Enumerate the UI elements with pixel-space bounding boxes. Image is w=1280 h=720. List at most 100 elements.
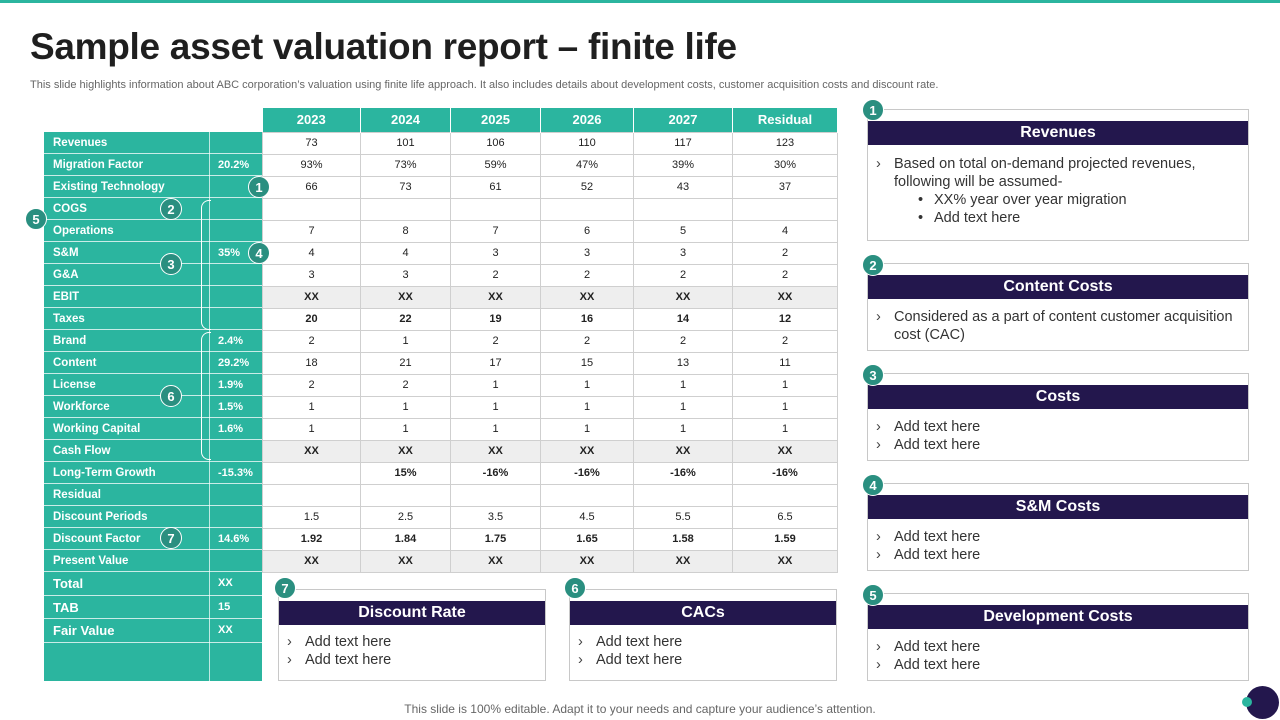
chevron-right-icon: › (578, 652, 583, 668)
card-text: Add text here (894, 547, 981, 563)
row-label-text: Long-Term Growth (53, 467, 156, 479)
table-cell: 101 (360, 131, 451, 155)
table-cell: 11 (732, 351, 838, 375)
row-percent: 1.5% (218, 401, 244, 413)
row-percent: 35% (218, 247, 241, 259)
table-cell: 106 (450, 131, 541, 155)
table-cell: 20 (262, 307, 361, 331)
card-sm-costs: S&M Costs › Add text here › Add text here (867, 483, 1249, 571)
table-cell: 4.5 (540, 505, 634, 529)
table-cell: 18 (262, 351, 361, 375)
table-cell: 1 (732, 395, 838, 419)
table-cell: XX (633, 285, 733, 309)
card-text: Considered as a part of content customer… (894, 309, 1233, 343)
table-cell: 6.5 (732, 505, 838, 529)
table-cell: XX (540, 549, 634, 573)
summary-label: Total (53, 576, 84, 591)
table-header-row: 2023 2024 2025 2026 2027 Residual (262, 108, 838, 132)
summary-value: 15 (218, 600, 231, 613)
table-cell: 1 (633, 395, 733, 419)
table-cell: 7 (262, 219, 361, 243)
table-cell: 66 (262, 175, 361, 199)
badge-card-6: 6 (564, 577, 586, 599)
chevron-right-icon: › (578, 634, 583, 650)
table-cell: XX (732, 439, 838, 463)
summary-value: XX (218, 624, 233, 636)
summary-row: Total XX (44, 572, 262, 596)
table-cell: 2 (262, 373, 361, 397)
table-cell: 1.5 (262, 505, 361, 529)
row-label-text: Discount Factor (53, 533, 141, 545)
row-label: Migration Factor 20.2% (44, 154, 262, 176)
table-cell: 2 (633, 263, 733, 287)
table-cell: 1 (732, 417, 838, 441)
row-percent: 29.2% (218, 357, 250, 369)
decorative-dot (1242, 697, 1252, 707)
table-cell: 1.65 (540, 527, 634, 551)
card-text: Add text here (305, 652, 392, 668)
table-cell (633, 483, 733, 507)
table-cell (633, 197, 733, 221)
card-discount-rate: Discount Rate › Add text here › Add text h… (278, 589, 546, 681)
table-cell: 59% (450, 153, 541, 177)
table-cell (360, 483, 451, 507)
table-cell: 93% (262, 153, 361, 177)
chevron-right-icon: › (876, 639, 881, 655)
table-cell: 1 (633, 417, 733, 441)
table-cell: 1.84 (360, 527, 451, 551)
summary-value: XX (218, 577, 233, 589)
table-cell: 21 (360, 351, 451, 375)
table-cell: 5.5 (633, 505, 733, 529)
table-cell: 5 (633, 219, 733, 243)
table-cell: 19 (450, 307, 541, 331)
table-cell: 2 (732, 263, 838, 287)
column-divider (209, 132, 210, 681)
table-cell: 14 (633, 307, 733, 331)
table-cell (262, 483, 361, 507)
table-cell: -16% (450, 461, 541, 485)
table-cell (360, 197, 451, 221)
table-cell (450, 197, 541, 221)
summary-row: Fair Value XX (44, 619, 262, 643)
badge-card-3: 3 (862, 364, 884, 386)
table-row: 20 22 19 16 14 12 (262, 307, 838, 331)
badge-2: 2 (160, 198, 182, 220)
card-title: Discount Rate (279, 601, 545, 625)
table-cell: -16% (633, 461, 733, 485)
table-cell: 16 (540, 307, 634, 331)
row-label: Existing Technology (44, 176, 262, 198)
table-cell: 22 (360, 307, 451, 331)
year-header: 2023 (262, 108, 361, 132)
row-label-text: Operations (53, 225, 114, 237)
table-cell: XX (633, 549, 733, 573)
summary-row: TAB 15 (44, 596, 262, 619)
card-title: Costs (868, 385, 1248, 409)
row-label: Revenues (44, 132, 262, 154)
chevron-right-icon: › (287, 634, 292, 650)
row-percent: 14.6% (218, 533, 250, 545)
table-cell: XX (450, 285, 541, 309)
valuation-table: 2023 2024 2025 2026 2027 Residual 73 101 1… (262, 108, 838, 573)
table-cell: 61 (450, 175, 541, 199)
table-cell (450, 483, 541, 507)
badge-7: 7 (160, 527, 182, 549)
card-subtext: Add text here (934, 210, 1021, 226)
table-row: 73 101 106 110 117 123 (262, 131, 838, 155)
row-label: Cash Flow (44, 440, 262, 462)
table-cell: XX (262, 549, 361, 573)
table-cell: XX (360, 285, 451, 309)
table-cell: XX (360, 549, 451, 573)
table-cell: 1.59 (732, 527, 838, 551)
table-cell: 1 (360, 329, 451, 353)
table-cell: 1.92 (262, 527, 361, 551)
row-label: Operations (44, 220, 262, 242)
chevron-right-icon: › (876, 156, 881, 172)
table-cell: 4 (262, 241, 361, 265)
card-subtext: XX% year over year migration (934, 192, 1127, 208)
table-cell (262, 197, 361, 221)
table-cell: 2.5 (360, 505, 451, 529)
card-cacs: CACs › Add text here › Add text here (569, 589, 837, 681)
